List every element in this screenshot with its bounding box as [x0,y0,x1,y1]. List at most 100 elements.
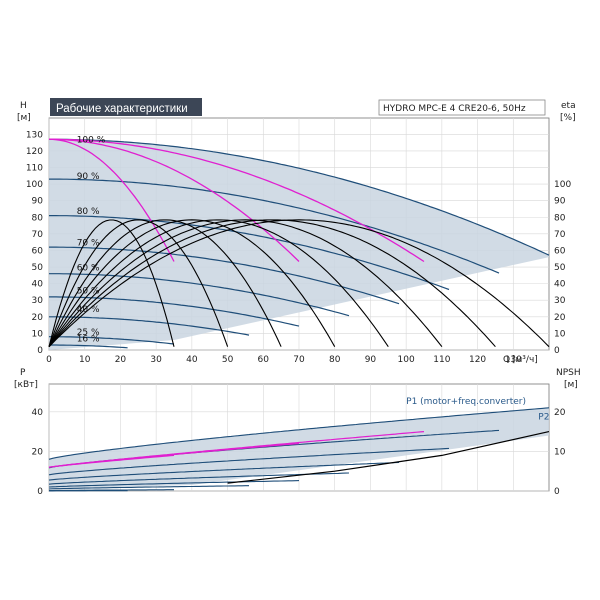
highlight-curve [48,138,175,262]
efficiency-curve [48,219,389,348]
model-box [378,99,546,116]
y-right-tick-label: 100 [554,180,571,190]
model-label: HYDRO MPC-E 4 CRE20-6, 50Hz [383,104,526,114]
efficiency-curve [48,219,496,348]
bottom-y-label: P [20,368,26,378]
power-curve [48,407,550,460]
y-right-tick-label: 0 [554,346,560,356]
top-y-right-label: eta [561,101,576,111]
y-tick-label: 50 [32,263,44,273]
npsh-tick-label: 10 [554,447,566,457]
pump-curve [49,316,250,336]
y-right-tick-label: 10 [554,329,566,339]
top-y-label: H [20,101,27,111]
efficiency-curve [48,219,550,348]
chart-title-box [50,98,202,116]
power-curve [48,461,400,481]
bottom-y-right-label: NPSH [556,368,581,378]
p-tick-label: 20 [32,447,44,457]
x-tick-label: 120 [469,355,486,365]
bottom-y-right-unit: [м] [564,380,578,390]
x-tick-label: 20 [115,355,127,365]
chart-title: Рабочие характеристики [56,103,188,115]
y-tick-label: 40 [32,280,44,290]
speed-label: 16 % [77,335,100,345]
x-tick-label: 80 [329,355,341,365]
speed-label: 40 % [77,305,100,315]
bottom-plot-area: 0 20 40 0 10 20 P1 (motor+freq.converter) P2 [32,383,566,497]
pump-curve [49,215,450,291]
y-tick-label: 60 [32,246,44,256]
efficiency-curve [48,219,282,347]
x-tick-label: 60 [258,355,270,365]
x-tick-label: 40 [186,355,198,365]
power-curve [48,472,350,485]
pump-curve [49,273,350,317]
p-tick-label: 40 [32,408,44,418]
npsh-curve [227,431,550,484]
speed-label: 80 % [77,207,100,217]
x-tick-label: 10 [79,355,91,365]
efficiency-curve [48,219,336,347]
speed-label: 60 % [77,263,100,273]
x-tick-label: 50 [222,355,234,365]
speed-label: 50 % [77,287,100,297]
efficiency-curve [48,219,175,347]
pump-curve [49,138,550,256]
y-tick-label: 10 [32,329,44,339]
p-tick-label: 0 [37,487,43,497]
power-curve [48,447,450,476]
pump-curve [49,296,300,327]
y-tick-label: 30 [32,296,44,306]
y-tick-label: 90 [32,197,44,207]
bottom-y-unit: [кВт] [14,380,38,390]
speed-label: 25 % [77,328,100,338]
power-envelope [49,407,549,490]
highlight-power-curve [48,431,425,468]
speed-label: 100 % [77,136,106,146]
top-x-unit: [м³/ч] [512,355,538,365]
y-tick-label: 20 [32,313,44,323]
x-tick-label: 130 [505,355,522,365]
pump-curve [49,178,500,274]
top-x-label: Q [503,355,510,365]
y-tick-label: 80 [32,213,44,223]
top-y-unit: [м] [17,113,31,123]
x-tick-label: 30 [150,355,162,365]
y-right-tick-label: 50 [554,263,566,273]
y-right-tick-label: 40 [554,280,566,290]
y-right-tick-label: 20 [554,313,566,323]
pump-curve [49,344,128,349]
y-right-tick-label: 60 [554,246,566,256]
highlight-curve [49,138,300,262]
speed-label: 70 % [77,238,100,248]
speed-label: 90 % [77,172,100,182]
x-tick-label: 110 [433,355,450,365]
y-tick-label: 110 [26,163,43,173]
y-tick-label: 120 [26,147,43,157]
y-right-tick-label: 90 [554,197,566,207]
x-tick-label: 0 [46,355,52,365]
x-tick-label: 90 [365,355,377,365]
pump-curve [49,246,400,305]
highlight-curve [49,138,425,263]
y-right-tick-label: 70 [554,230,566,240]
y-right-tick-label: 80 [554,213,566,223]
x-tick-label: 100 [398,355,415,365]
efficiency-curve [48,219,443,348]
y-right-tick-label: 30 [554,296,566,306]
pump-curve [49,336,175,345]
efficiency-curve [48,219,229,347]
power-legend-label: P1 (motor+freq.converter) [406,397,526,407]
npsh-tick-label: 20 [554,408,566,418]
y-tick-label: 100 [26,180,43,190]
power-legend-label: P2 [538,413,549,423]
npsh-tick-label: 0 [554,487,560,497]
top-y-right-unit: [%] [560,113,576,123]
y-tick-label: 0 [37,346,43,356]
power-curve [48,480,300,488]
y-tick-label: 130 [26,130,43,140]
y-tick-label: 70 [32,230,44,240]
x-tick-label: 70 [293,355,305,365]
